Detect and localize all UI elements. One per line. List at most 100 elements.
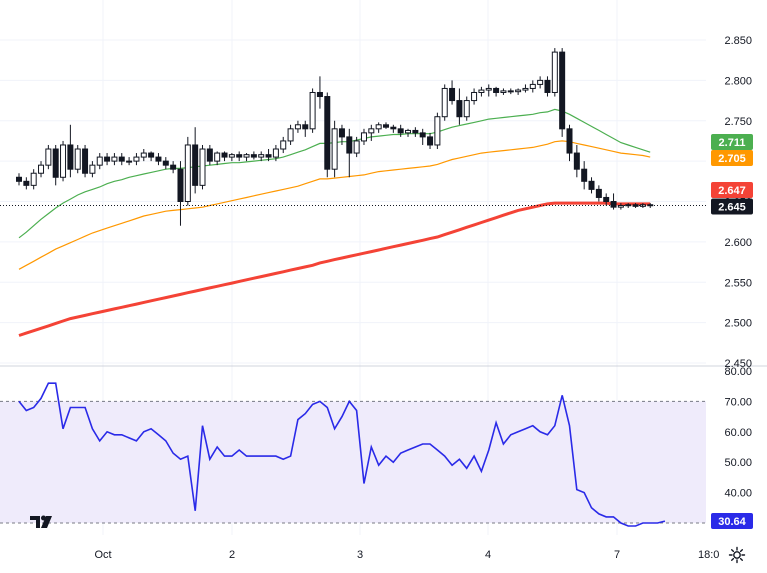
candle-body bbox=[287, 128, 294, 142]
candle-body bbox=[338, 128, 345, 138]
candle-body bbox=[566, 128, 573, 154]
moving-average-line bbox=[18, 201, 651, 337]
badge-bg bbox=[711, 198, 753, 215]
candle-body bbox=[434, 116, 441, 146]
candle-body bbox=[405, 129, 412, 134]
candle-body bbox=[573, 152, 580, 170]
candle-body bbox=[353, 140, 360, 154]
badge-label: 2.647 bbox=[718, 185, 746, 197]
tradingview-logo-icon[interactable] bbox=[28, 511, 56, 533]
ma-red-badge: 2.647 bbox=[711, 182, 753, 198]
rsi-line bbox=[18, 382, 666, 527]
candle-body bbox=[441, 87, 448, 118]
candle-body bbox=[610, 201, 617, 208]
candle-body bbox=[60, 144, 67, 178]
candle-body bbox=[177, 168, 184, 202]
candle-body bbox=[250, 154, 257, 158]
candle-body bbox=[258, 154, 265, 158]
candle-body bbox=[478, 89, 485, 93]
candle-body bbox=[309, 91, 316, 130]
candle-body bbox=[67, 144, 74, 170]
candle-body bbox=[155, 156, 162, 162]
gear-icon[interactable] bbox=[728, 546, 746, 564]
price-tick-label: 2.850 bbox=[724, 35, 752, 47]
price-tick-label: 2.600 bbox=[724, 237, 752, 249]
rsi-band-fill bbox=[0, 401, 706, 523]
badge-label: 30.64 bbox=[718, 516, 746, 528]
candle-body bbox=[118, 156, 125, 162]
candle-body bbox=[82, 148, 89, 174]
rsi-tick-label: 40.00 bbox=[724, 488, 752, 500]
candle-body bbox=[162, 160, 169, 166]
rsi-tick-label: 60.00 bbox=[724, 427, 752, 439]
candle-body bbox=[647, 204, 654, 207]
candle-body bbox=[45, 148, 52, 166]
candle-body bbox=[529, 83, 536, 89]
candle-body bbox=[485, 87, 492, 91]
badge-label: 2.645 bbox=[718, 202, 746, 214]
price-tick-label: 2.500 bbox=[724, 318, 752, 330]
candle-body bbox=[383, 124, 389, 128]
price-tick-label: 2.550 bbox=[724, 277, 752, 289]
candle-body bbox=[214, 152, 221, 162]
badge-bg bbox=[711, 134, 753, 150]
candle-body bbox=[471, 91, 478, 102]
candle-body bbox=[493, 87, 500, 93]
time-tick-label: 2 bbox=[229, 549, 235, 561]
candle-body bbox=[221, 152, 228, 158]
candle-body bbox=[199, 148, 206, 186]
candle-body bbox=[463, 100, 470, 118]
candle-body bbox=[23, 180, 30, 186]
price-badges: 2.711 2.705 2.647 2.645 30.64 bbox=[711, 134, 753, 530]
candle-body bbox=[390, 126, 397, 130]
time-tick-label: Oct bbox=[94, 549, 111, 561]
candle-body bbox=[581, 168, 588, 182]
rsi-tick-label: 70.00 bbox=[724, 396, 752, 408]
candle-body bbox=[551, 51, 558, 93]
candle-body bbox=[236, 154, 243, 158]
candle-body bbox=[507, 90, 514, 93]
badge-label: 2.705 bbox=[718, 153, 746, 165]
candle-body bbox=[331, 128, 338, 170]
candle-body bbox=[111, 156, 118, 162]
rsi-tick-label: 80.00 bbox=[724, 366, 752, 378]
candle-body bbox=[617, 205, 624, 208]
time-axis-label: 18:0 bbox=[698, 549, 720, 561]
candle-body bbox=[595, 188, 602, 198]
candle-body bbox=[96, 156, 103, 166]
price-tick-label: 2.450 bbox=[724, 358, 752, 370]
last-price-badge: 2.645 bbox=[711, 198, 753, 215]
candle-body bbox=[500, 90, 507, 93]
candle-body bbox=[89, 164, 96, 174]
candle-body bbox=[324, 96, 331, 170]
candle-body bbox=[243, 154, 250, 158]
candle-body bbox=[449, 87, 456, 102]
time-tick-label: 7 bbox=[614, 549, 620, 561]
candle-body bbox=[419, 132, 426, 138]
candle-body bbox=[228, 154, 235, 158]
candle-body bbox=[368, 128, 375, 134]
ma-orange-badge: 2.705 bbox=[711, 150, 753, 166]
candle-body bbox=[38, 164, 45, 174]
candle-body bbox=[52, 148, 59, 178]
candle-body bbox=[294, 124, 301, 130]
candle-body bbox=[544, 79, 551, 93]
candle-body bbox=[30, 172, 37, 186]
candle-body bbox=[265, 154, 272, 158]
candle-body bbox=[360, 132, 367, 142]
ma-green-badge: 2.711 bbox=[711, 134, 753, 150]
time-tick-label: 3 bbox=[357, 549, 363, 561]
candle-body bbox=[133, 156, 140, 162]
rsi-panel bbox=[18, 382, 666, 527]
candle-body bbox=[515, 89, 522, 93]
candle-body bbox=[206, 148, 213, 162]
candle-body bbox=[559, 51, 566, 130]
candle-body bbox=[427, 136, 434, 146]
candle-body bbox=[588, 180, 595, 190]
candle-body bbox=[16, 176, 22, 182]
candle-body bbox=[302, 124, 309, 130]
candle-body bbox=[397, 128, 404, 134]
candle-body bbox=[184, 144, 191, 203]
candle-body bbox=[74, 148, 81, 170]
